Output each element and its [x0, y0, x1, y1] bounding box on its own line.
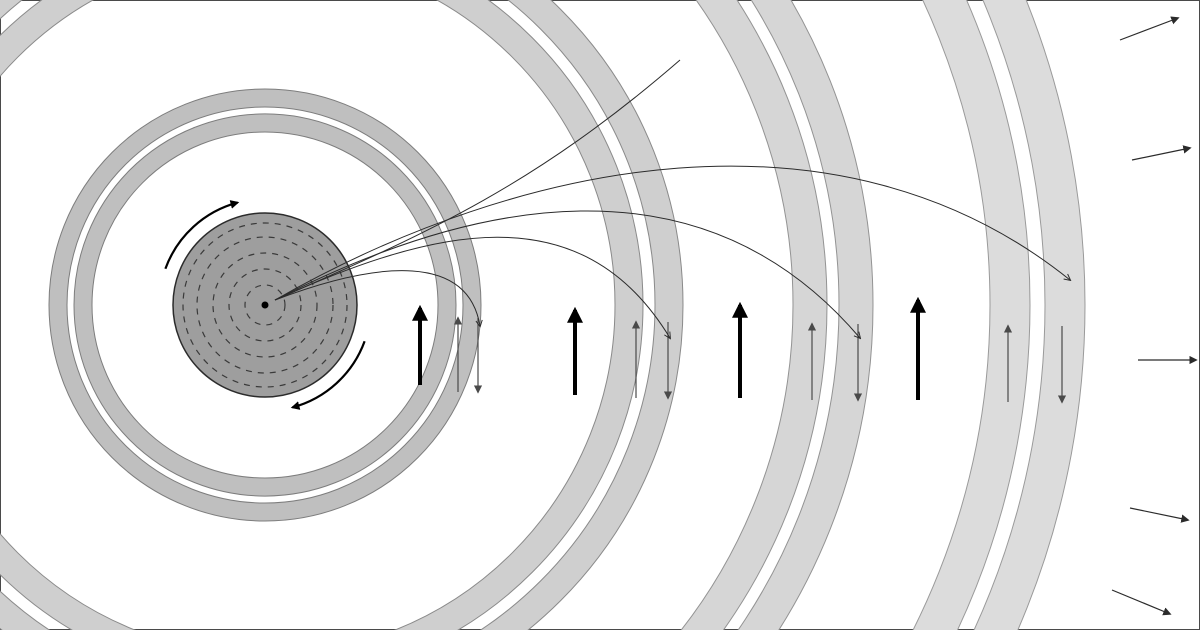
- wave-propagation-diagram: [0, 0, 1200, 630]
- center-dot: [262, 302, 269, 309]
